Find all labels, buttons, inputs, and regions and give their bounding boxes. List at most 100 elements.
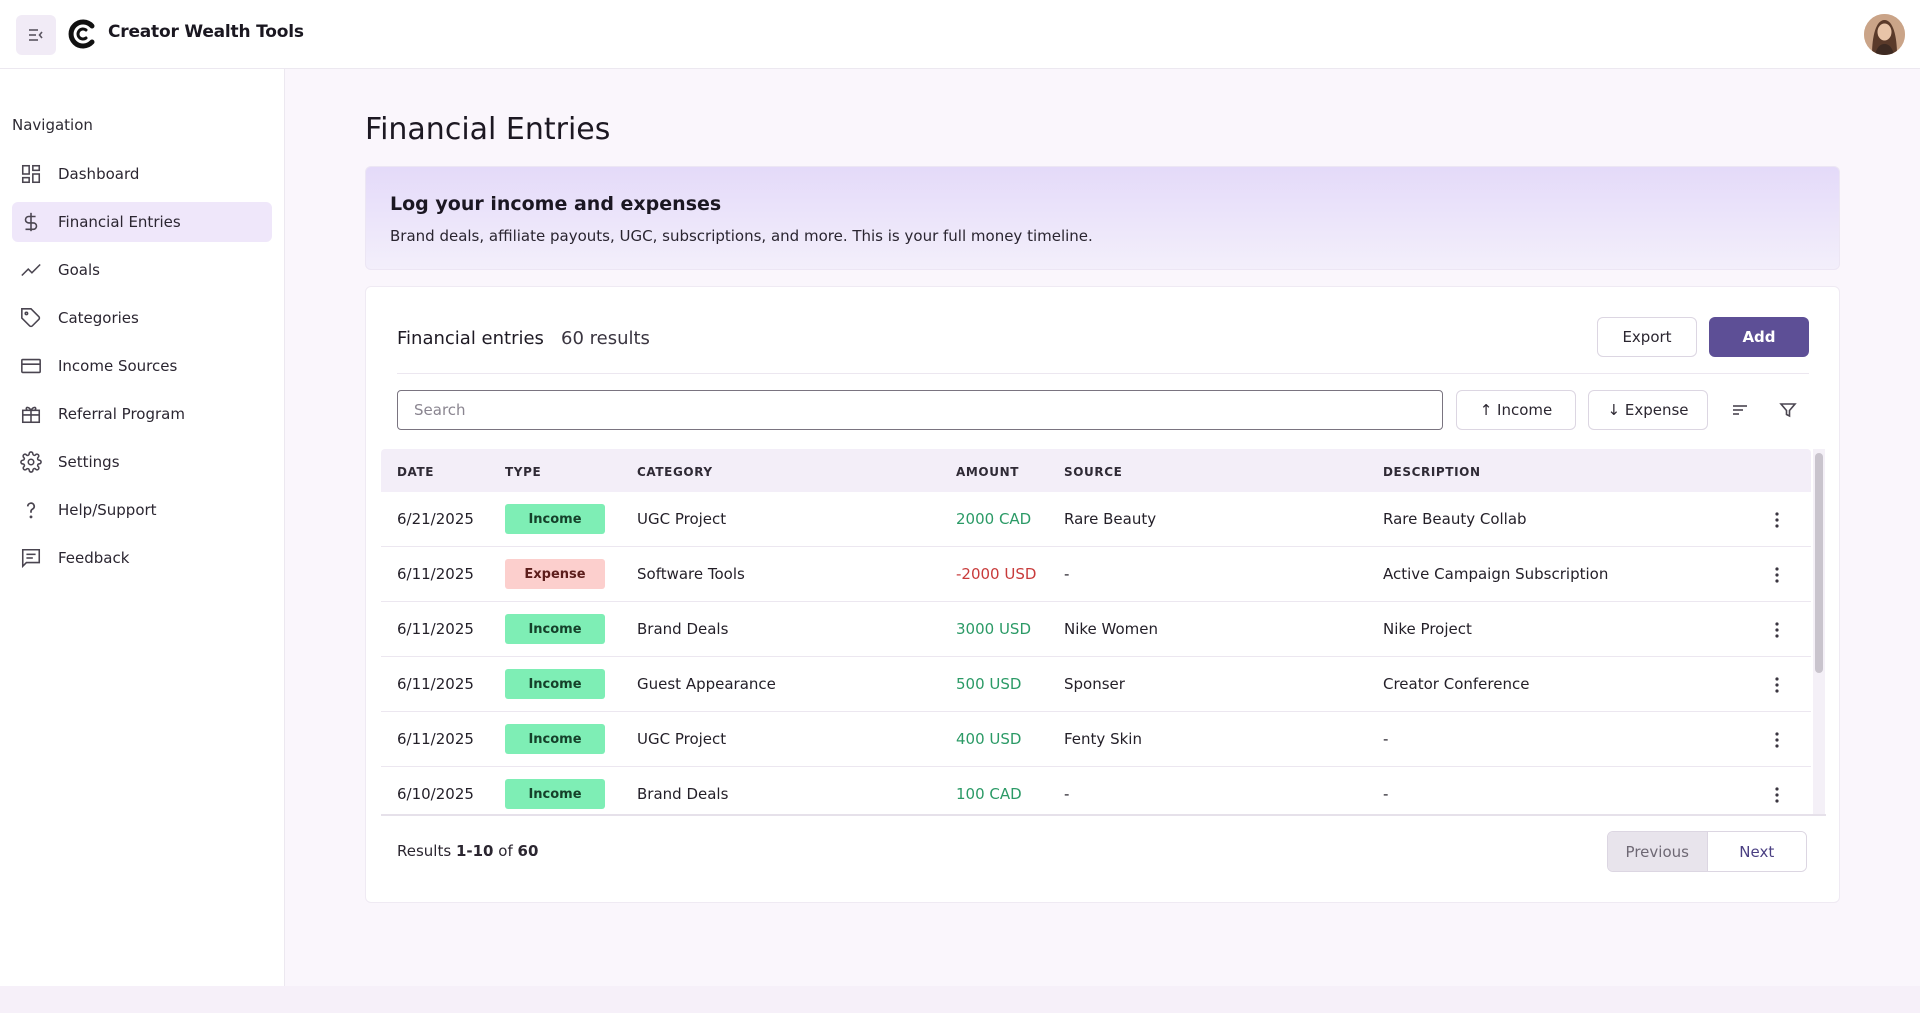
cell-source: Fenty Skin [1064, 730, 1142, 748]
sidebar-item-settings[interactable]: Settings [12, 442, 272, 482]
table-scrollbar[interactable] [1813, 449, 1825, 815]
divider [397, 373, 1809, 374]
row-actions-button[interactable] [1763, 671, 1791, 699]
entries-card: Financial entries 60 results Export Add … [365, 286, 1840, 903]
table-row[interactable]: 6/11/2025 Income UGC Project 400 USD Fen… [381, 712, 1811, 767]
cell-date: 6/11/2025 [397, 675, 474, 693]
row-actions-button[interactable] [1763, 616, 1791, 644]
column-header-date[interactable]: DATE [397, 465, 435, 479]
gear-icon [20, 451, 42, 473]
info-banner: Log your income and expenses Brand deals… [365, 166, 1840, 270]
filter-button[interactable] [1772, 394, 1804, 426]
cell-date: 6/10/2025 [397, 785, 474, 803]
add-button[interactable]: Add [1709, 317, 1809, 357]
cell-category: Guest Appearance [637, 675, 776, 693]
cell-amount: -2000 USD [956, 565, 1037, 583]
table-row[interactable]: 6/11/2025 Income Guest Appearance 500 US… [381, 657, 1811, 712]
more-vertical-icon [1775, 732, 1779, 748]
search-input[interactable] [397, 390, 1443, 430]
filter-icon [1779, 403, 1797, 418]
table-header: DATE TYPE CATEGORY AMOUNT SOURCE DESCRIP… [381, 449, 1811, 492]
cell-source: Nike Women [1064, 620, 1159, 638]
cell-description: Rare Beauty Collab [1383, 510, 1527, 528]
sidebar-item-label: Settings [58, 453, 120, 471]
results-of: of [498, 842, 513, 860]
sidebar-item-help-support[interactable]: Help/Support [12, 490, 272, 530]
previous-page-button[interactable]: Previous [1608, 832, 1708, 871]
sidebar-toggle-button[interactable] [16, 15, 56, 55]
cell-source: Sponser [1064, 675, 1125, 693]
income-filter-button[interactable]: ↑ Income [1456, 390, 1576, 430]
cell-date: 6/21/2025 [397, 510, 474, 528]
app-logo [68, 19, 95, 49]
sidebar-item-label: Dashboard [58, 165, 140, 183]
sidebar-item-income-sources[interactable]: Income Sources [12, 346, 272, 386]
sidebar-item-label: Goals [58, 261, 100, 279]
type-badge: Income [505, 779, 605, 809]
table-row[interactable]: 6/21/2025 Income UGC Project 2000 CAD Ra… [381, 492, 1811, 547]
scrollbar-thumb[interactable] [1815, 453, 1823, 673]
sidebar-item-categories[interactable]: Categories [12, 298, 272, 338]
cell-amount: 100 CAD [956, 785, 1022, 803]
sidebar-item-goals[interactable]: Goals [12, 250, 272, 290]
pagination: Previous Next [1607, 831, 1807, 872]
type-badge: Income [505, 724, 605, 754]
entries-table: DATE TYPE CATEGORY AMOUNT SOURCE DESCRIP… [381, 449, 1826, 815]
sidebar-item-referral-program[interactable]: Referral Program [12, 394, 272, 434]
row-actions-button[interactable] [1763, 506, 1791, 534]
results-summary: Results 1-10 of 60 [397, 842, 538, 860]
column-header-amount[interactable]: AMOUNT [956, 465, 1020, 479]
cell-amount: 3000 USD [956, 620, 1031, 638]
cell-description: Creator Conference [1383, 675, 1530, 693]
column-header-description[interactable]: DESCRIPTION [1383, 465, 1481, 479]
card-title: Financial entries [397, 328, 544, 349]
more-vertical-icon [1775, 567, 1779, 583]
row-actions-button[interactable] [1763, 726, 1791, 754]
column-header-category[interactable]: CATEGORY [637, 465, 713, 479]
results-total: 60 [517, 842, 539, 860]
cell-date: 6/11/2025 [397, 620, 474, 638]
dollar-icon [20, 211, 42, 233]
cell-description: Active Campaign Subscription [1383, 565, 1609, 583]
user-avatar[interactable] [1864, 14, 1905, 55]
results-prefix: Results [397, 842, 452, 860]
sidebar: Navigation Dashboard Financial Entries G… [0, 69, 285, 986]
avatar-image [1864, 14, 1905, 55]
sidebar-item-dashboard[interactable]: Dashboard [12, 154, 272, 194]
table-row[interactable]: 6/11/2025 Income Brand Deals 3000 USD Ni… [381, 602, 1811, 657]
sidebar-item-label: Feedback [58, 549, 130, 567]
table-row[interactable]: 6/11/2025 Expense Software Tools -2000 U… [381, 547, 1811, 602]
cell-amount: 2000 CAD [956, 510, 1032, 528]
row-actions-button[interactable] [1763, 561, 1791, 589]
type-badge: Income [505, 504, 605, 534]
more-vertical-icon [1775, 622, 1779, 638]
cell-category: UGC Project [637, 510, 727, 528]
results-count: 60 results [561, 328, 650, 349]
divider [381, 814, 1826, 816]
column-header-source[interactable]: SOURCE [1064, 465, 1123, 479]
cell-source: Rare Beauty [1064, 510, 1157, 528]
sort-icon [1733, 405, 1747, 415]
sidebar-item-feedback[interactable]: Feedback [12, 538, 272, 578]
cell-date: 6/11/2025 [397, 730, 474, 748]
cell-category: Brand Deals [637, 785, 729, 803]
sidebar-item-financial-entries[interactable]: Financial Entries [12, 202, 272, 242]
table-row[interactable]: 6/10/2025 Income Brand Deals 100 CAD - - [381, 767, 1811, 815]
sidebar-item-label: Financial Entries [58, 213, 181, 231]
cell-category: Software Tools [637, 565, 745, 583]
row-actions-button[interactable] [1763, 781, 1791, 809]
sidebar-item-label: Referral Program [58, 405, 185, 423]
cell-source: - [1064, 785, 1070, 803]
expense-filter-button[interactable]: ↓ Expense [1588, 390, 1708, 430]
collapse-menu-icon [29, 29, 43, 41]
sidebar-item-label: Help/Support [58, 501, 157, 519]
sort-button[interactable] [1724, 394, 1756, 426]
export-button[interactable]: Export [1597, 317, 1697, 357]
cell-category: Brand Deals [637, 620, 729, 638]
next-page-button[interactable]: Next [1707, 832, 1806, 871]
cell-date: 6/11/2025 [397, 565, 474, 583]
banner-title: Log your income and expenses [390, 193, 722, 215]
cell-source: - [1064, 565, 1070, 583]
sidebar-item-label: Income Sources [58, 357, 178, 375]
column-header-type[interactable]: TYPE [505, 465, 542, 479]
